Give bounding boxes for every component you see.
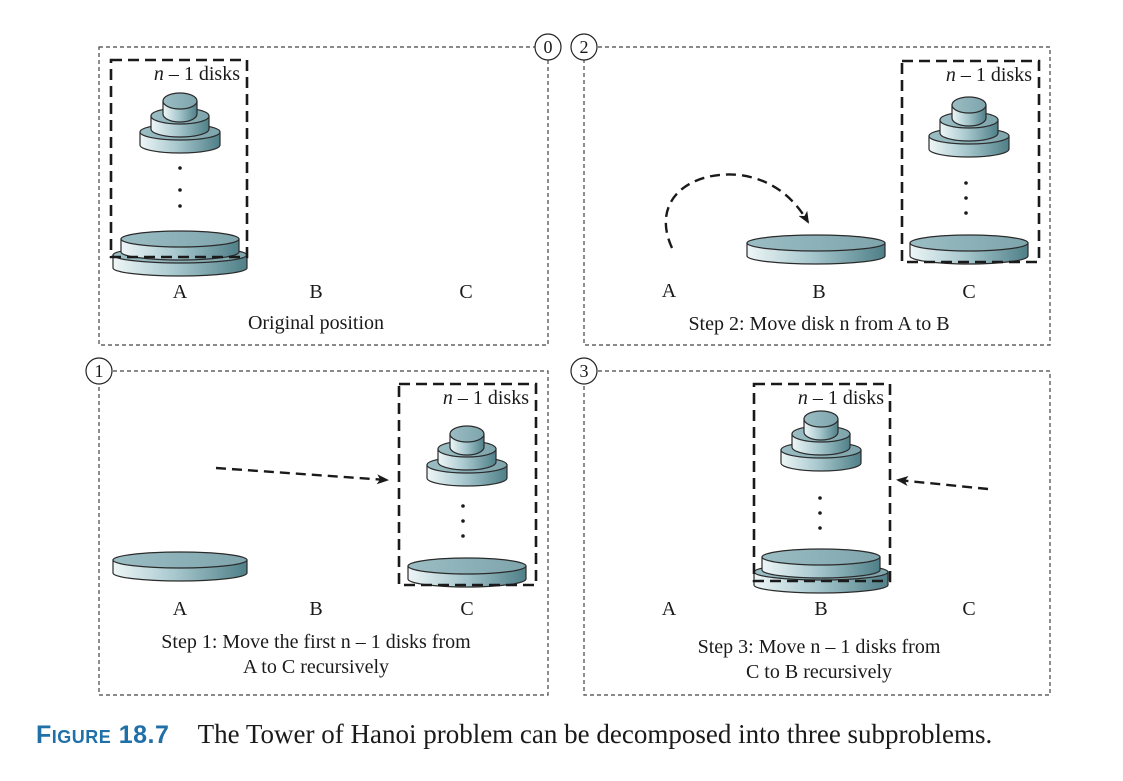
ellipsis-dot [964,181,968,185]
panel-2-peg-b: B [812,281,825,303]
panel-3-group-label: n – 1 disks [798,387,884,409]
disk [449,425,485,456]
panel-0-caption-line-1: Original position [248,312,384,334]
panel-3-number-badge: 3 [570,357,598,385]
ellipsis-dot [461,534,465,538]
ellipsis-dot [818,526,822,530]
ellipsis-dot [818,496,822,500]
panel-1-arrow [215,466,389,485]
panel-2-peg-a: A [662,280,677,302]
ellipsis-dot [461,504,465,508]
panel-0-peg-b: B [309,281,322,303]
disk [120,230,240,261]
disk [407,557,527,588]
panel-1-dots [461,504,465,538]
ellipsis-dot [818,511,822,515]
figure-caption-text: The Tower of Hanoi problem can be decomp… [197,719,993,749]
ellipsis-dot [178,188,182,192]
ellipsis-dot [461,519,465,523]
panel-1-group-label: n – 1 disks [443,387,529,409]
panel-1-group-box [397,382,538,587]
panel-3-dots [818,496,822,530]
panel-0-dots [178,166,182,208]
disk [162,92,198,123]
panel-1-peg-c: C [460,598,473,620]
panel-3-peg-b: B [814,598,827,620]
panel-2-move-disk-n: 2 n – 1 disks A B C Step 2: Move disk n … [570,33,1051,346]
ellipsis-dot [178,166,182,170]
panel-3-move-disks-to-b: 3 n – 1 disks A B C Step 3: Move n – 1 d… [570,357,1051,696]
panel-3-peg-a: A [662,598,677,620]
panel-0-number-badge: 0 [534,33,562,61]
panel-2-dots [964,181,968,215]
panel-2-arrow [664,173,810,249]
panel-3-number: 3 [580,361,589,381]
panel-2-caption-line-1: Step 2: Move disk n from A to B [688,313,949,335]
panel-3-group-box [752,382,892,583]
panel-1-peg-b: B [309,598,322,620]
panel-2-disks [746,96,1029,265]
ellipsis-dot [178,204,182,208]
panel-3-caption-line-2: C to B recursively [746,661,892,683]
panel-1-frame [98,370,549,696]
panel-2-frame [583,46,1051,346]
panel-1-number: 1 [95,361,104,381]
panel-3-frame [583,370,1051,696]
panel-2-group-box [900,59,1041,264]
panel-1-number-badge: 1 [85,357,113,385]
disk [112,551,248,582]
panel-0-original-position: 0 n – 1 disks A B C Original position [98,33,562,346]
panel-3-caption-line-1: Step 3: Move n – 1 disks from [698,636,941,658]
disk [803,410,839,441]
panel-1-caption-line-1: Step 1: Move the first n – 1 disks from [161,631,471,653]
ellipsis-dot [964,211,968,215]
panel-0-disks [112,92,248,277]
panel-1-peg-a: A [173,598,188,620]
disk [746,234,886,265]
panel-2-number: 2 [580,37,589,57]
disk [761,548,881,579]
panel-0-group-label: n – 1 disks [154,63,240,85]
panel-2-number-badge: 2 [570,33,598,61]
panel-0-frame [98,46,549,346]
panel-1-disks [112,425,527,588]
panel-3-disks [753,410,889,594]
panel-0-peg-a: A [173,281,188,303]
ellipsis-dot [964,196,968,200]
figure-label: Figure 18.7 [36,721,170,749]
figure-caption: Figure 18.7 The Tower of Hanoi problem c… [36,719,992,750]
panel-0-group-box [109,58,249,259]
panel-2-group-label: n – 1 disks [946,64,1032,86]
panel-1-caption-line-2: A to C recursively [243,656,389,678]
disk [951,96,987,127]
panel-2-peg-c: C [962,281,975,303]
disk [909,234,1029,265]
panel-0-number: 0 [544,37,553,57]
panel-3-arrow [896,476,989,491]
panel-0-peg-c: C [459,281,472,303]
panel-3-peg-c: C [962,598,975,620]
panel-1-move-first-disks: 1 n – 1 disks A B C Step 1: Move the fir… [85,357,549,696]
